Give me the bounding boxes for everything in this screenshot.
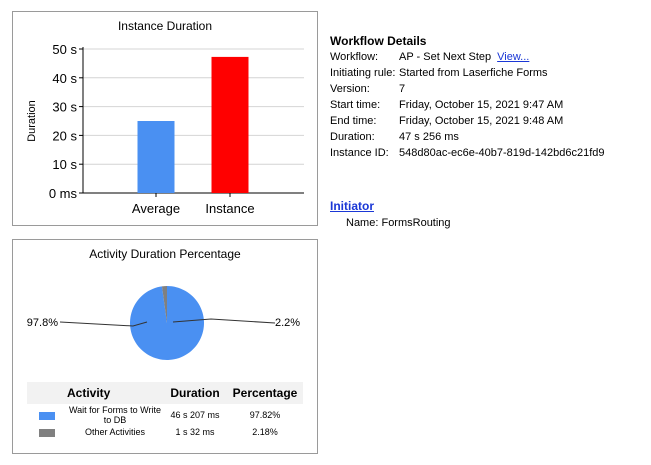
- detail-label: Start time:: [330, 99, 381, 111]
- activity-duration-chart: Activity Duration Percentage 97.8% 2.2% A…: [12, 239, 318, 454]
- detail-value: Friday, October 15, 2021 9:47 AM: [399, 99, 564, 111]
- detail-value: AP - Set Next Step: [399, 51, 492, 63]
- detail-label: Workflow:: [330, 51, 379, 63]
- pie-label: 97.8%: [27, 317, 58, 329]
- legend-duration: 1 s 32 ms: [175, 427, 215, 437]
- x-tick-label: Instance: [205, 201, 254, 216]
- legend-header-row: Activity Duration Percentage: [27, 382, 303, 404]
- bar-chart-title: Instance Duration: [117, 19, 213, 33]
- pie-chart-svg: 97.8% 2.2%: [27, 286, 300, 360]
- x-tick-label: Average: [132, 201, 180, 216]
- legend-percentage: 2.18%: [252, 427, 278, 437]
- y-axis-label: Duration: [26, 100, 38, 142]
- view-workflow-link[interactable]: View...: [497, 51, 530, 63]
- legend-row: Wait for Forms to Write to DB 46 s 207 m…: [27, 404, 303, 426]
- legend-swatch-cell: [27, 426, 67, 438]
- y-tick-label: 20 s: [52, 128, 77, 143]
- workflow-details: Workflow Details Workflow: AP - Set Next …: [330, 34, 605, 163]
- initiator-name-label: Name:: [346, 217, 379, 229]
- blue-swatch-icon: [39, 411, 55, 420]
- detail-label: End time:: [330, 115, 377, 127]
- detail-row-workflow: Workflow: AP - Set Next Step View...: [330, 51, 605, 67]
- detail-label: Version:: [330, 83, 370, 95]
- y-tick-label: 10 s: [52, 157, 77, 172]
- detail-label: Instance ID:: [330, 147, 389, 159]
- legend-swatch-header: [27, 382, 67, 404]
- y-tick-label: 30 s: [52, 100, 77, 115]
- pie-slice: [161, 286, 167, 323]
- detail-label: Initiating rule:: [330, 67, 396, 79]
- detail-value: 47 s 256 ms: [399, 131, 459, 143]
- workflow-details-title: Workflow Details: [330, 34, 427, 48]
- detail-value: Started from Laserfiche Forms: [399, 67, 548, 79]
- initiator-section: Initiator Name: FormsRouting: [330, 199, 451, 229]
- legend-duration: 46 s 207 ms: [170, 410, 220, 420]
- pie-leader-line: [172, 318, 276, 324]
- initiator-name-value: FormsRouting: [381, 217, 451, 229]
- detail-value: 7: [399, 83, 406, 95]
- pie-leader-line: [59, 321, 148, 327]
- legend-percentage: 97.82%: [249, 410, 281, 420]
- bar-chart-svg: 0 ms 10 s 20 s 30 s 40 s 50 s Duration Average I…: [26, 42, 304, 216]
- detail-row-end-time: End time: Friday, October 15, 2021 9:48 A…: [330, 115, 605, 131]
- detail-row-instance-id: Instance ID: 548d80ac-ec6e-40b7-819d-142b…: [330, 147, 605, 163]
- activity-legend-table: Activity Duration Percentage Wait for Fo…: [27, 382, 303, 438]
- legend-swatch-cell: [27, 404, 67, 426]
- detail-value: Friday, October 15, 2021 9:48 AM: [399, 115, 564, 127]
- legend-activity: Other Activities: [84, 427, 146, 437]
- gray-swatch-icon: [39, 428, 55, 437]
- legend-header-activity: Activity: [67, 382, 163, 404]
- pie-label: 2.2%: [275, 317, 300, 329]
- legend-activity: Wait for Forms to Write to DB: [68, 405, 161, 425]
- y-tick-label: 0 ms: [49, 186, 78, 201]
- legend-row: Other Activities 1 s 32 ms 2.18%: [27, 426, 303, 438]
- y-tick-label: 40 s: [52, 71, 77, 86]
- legend-header-percentage: Percentage: [227, 382, 303, 404]
- legend-header-duration: Duration: [163, 382, 227, 404]
- pie-chart-title: Activity Duration Percentage: [89, 247, 241, 261]
- y-tick-label: 50 s: [52, 42, 77, 57]
- detail-row-initiating-rule: Initiating rule: Started from Laserfiche …: [330, 67, 605, 83]
- detail-label: Duration:: [330, 131, 375, 143]
- instance-duration-chart: Instance Duration 0 ms 10 s 20 s 30 s 40 s 50…: [12, 11, 318, 226]
- detail-value: 548d80ac-ec6e-40b7-819d-142bd6c21fd9: [399, 147, 605, 159]
- detail-row-duration: Duration: 47 s 256 ms: [330, 131, 605, 147]
- initiator-title-link[interactable]: Initiator: [330, 199, 374, 213]
- detail-row-version: Version: 7: [330, 83, 605, 99]
- detail-row-start-time: Start time: Friday, October 15, 2021 9:47…: [330, 99, 605, 115]
- initiator-name-row: Name: FormsRouting: [346, 217, 451, 229]
- bar-average: [137, 121, 175, 193]
- bar-instance: [211, 56, 249, 193]
